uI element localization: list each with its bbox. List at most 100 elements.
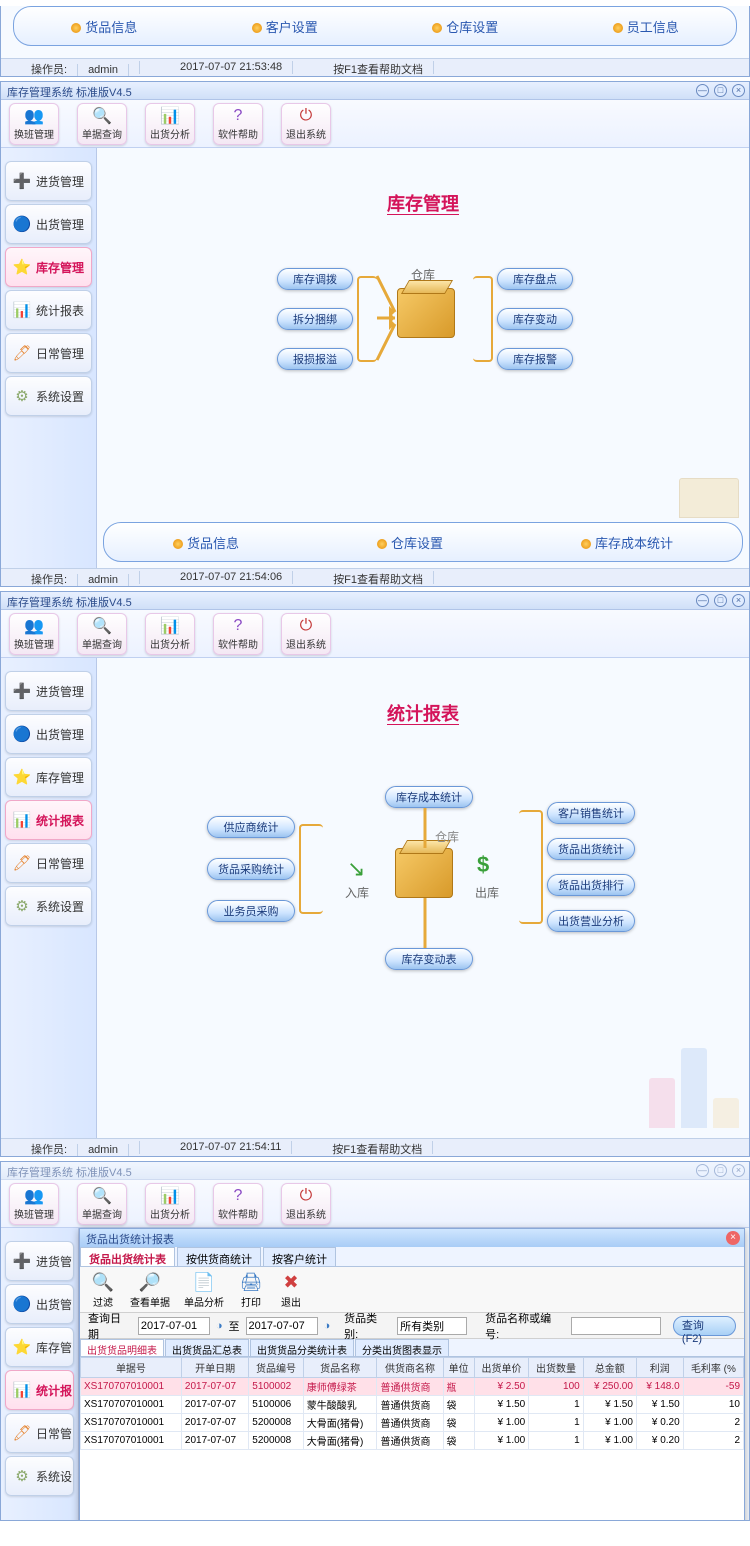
toolbar-help-button[interactable]: ?软件帮助 — [213, 613, 263, 655]
maximize-button[interactable]: □ — [714, 1164, 727, 1177]
column-header[interactable]: 总金额 — [583, 1358, 636, 1378]
table-row[interactable]: XS1707070100012017-07-075200008大骨面(猪骨)普通… — [81, 1432, 744, 1450]
toolbar-query-button[interactable]: 🔍单据查询 — [77, 613, 127, 655]
pill-customer-sales-stats[interactable]: 客户销售统计 — [547, 802, 635, 824]
pill-goods-ship-stats[interactable]: 货品出货统计 — [547, 838, 635, 860]
sidebar-item-ship[interactable]: 🔵出货管理 — [5, 714, 92, 754]
toolbar-exit-button[interactable]: ⏻退出系统 — [281, 1183, 331, 1225]
toolbar-shift-button[interactable]: 👥换班管理 — [9, 103, 59, 145]
purchase-icon: ➕ — [12, 171, 32, 191]
subtab-1[interactable]: 出货货品汇总表 — [165, 1339, 249, 1356]
toolbar-shift-button[interactable]: 👥换班管理 — [9, 1183, 59, 1225]
pill-loss-overflow[interactable]: 报损报溢 — [277, 348, 353, 370]
toolbar-query-button[interactable]: 🔍单据查询 — [77, 1183, 127, 1225]
toolbar-exit-button[interactable]: ⏻退出系统 — [281, 103, 331, 145]
close-button[interactable]: × — [732, 84, 745, 97]
link-goods-info[interactable]: 货品信息 — [173, 533, 239, 552]
name-input[interactable] — [571, 1317, 661, 1335]
sidebar-item-stock[interactable]: ⭐库存管 — [5, 1327, 74, 1367]
link-employee-info[interactable]: 员工信息 — [613, 17, 679, 36]
dialog-tool-view[interactable]: 🔎查看单据 — [130, 1270, 170, 1309]
dialog-tool-single[interactable]: 📄单品分析 — [184, 1270, 224, 1309]
table-row[interactable]: XS1707070100012017-07-075100006蒙牛酸酸乳普通供货… — [81, 1396, 744, 1414]
column-header[interactable]: 货品名称 — [303, 1358, 377, 1378]
toolbar-help-button[interactable]: ?软件帮助 — [213, 1183, 263, 1225]
link-goods-info[interactable]: 货品信息 — [71, 17, 137, 36]
sidebar-item-stock[interactable]: ⭐库存管理 — [5, 247, 92, 287]
toolbar-ship-button[interactable]: 📊出货分析 — [145, 613, 195, 655]
column-header[interactable]: 供货商名称 — [377, 1358, 443, 1378]
date-from-input[interactable] — [138, 1317, 210, 1335]
pill-split-bundle[interactable]: 拆分捆绑 — [277, 308, 353, 330]
sidebar-item-ship[interactable]: 🔵出货管 — [5, 1284, 74, 1324]
dialog-tool-print[interactable]: 🖨打印 — [238, 1270, 264, 1309]
link-stock-cost-stats[interactable]: 库存成本统计 — [581, 533, 673, 552]
pill-goods-ship-rank[interactable]: 货品出货排行 — [547, 874, 635, 896]
sidebar-item-settings[interactable]: ⚙系统设 — [5, 1456, 74, 1496]
sidebar-item-daily[interactable]: 🖊日常管理 — [5, 843, 92, 883]
dialog-tab-0[interactable]: 货品出货统计表 — [80, 1247, 175, 1266]
pill-ship-revenue-analysis[interactable]: 出货营业分析 — [547, 910, 635, 932]
column-header[interactable]: 出货数量 — [529, 1358, 583, 1378]
sidebar-item-stock[interactable]: ⭐库存管理 — [5, 757, 92, 797]
pill-stock-transfer[interactable]: 库存调拨 — [277, 268, 353, 290]
pill-stock-check[interactable]: 库存盘点 — [497, 268, 573, 290]
sidebar-item-ship[interactable]: 🔵出货管理 — [5, 204, 92, 244]
sidebar-item-settings[interactable]: ⚙系统设置 — [5, 886, 92, 926]
column-header[interactable]: 开单日期 — [181, 1358, 248, 1378]
pill-stock-change[interactable]: 库存变动 — [497, 308, 573, 330]
toolbar-shift-button[interactable]: 👥换班管理 — [9, 613, 59, 655]
minimize-button[interactable]: — — [696, 1164, 709, 1177]
toolbar-exit-button[interactable]: ⏻退出系统 — [281, 613, 331, 655]
pill-purchase-stats[interactable]: 货品采购统计 — [207, 858, 295, 880]
sidebar-item-purchase[interactable]: ➕进货管 — [5, 1241, 74, 1281]
query-button[interactable]: 查询 (F2) — [673, 1316, 736, 1336]
subtab-0[interactable]: 出货货品明细表 — [80, 1339, 164, 1356]
link-warehouse-settings[interactable]: 仓库设置 — [432, 17, 498, 36]
column-header[interactable]: 单位 — [443, 1358, 474, 1378]
dialog-tool-filter[interactable]: 🔍过滤 — [90, 1270, 116, 1309]
toolbar-ship-button[interactable]: 📊出货分析 — [145, 103, 195, 145]
sidebar-item-purchase[interactable]: ➕进货管理 — [5, 671, 92, 711]
pill-stock-alarm[interactable]: 库存报警 — [497, 348, 573, 370]
minimize-button[interactable]: — — [696, 594, 709, 607]
date-from-picker-icon[interactable]: ◑ — [216, 1320, 223, 1332]
column-header[interactable]: 出货单价 — [474, 1358, 528, 1378]
toolbar-ship-button[interactable]: 📊出货分析 — [145, 1183, 195, 1225]
subtab-3[interactable]: 分类出货图表显示 — [355, 1339, 449, 1356]
sidebar-item-report[interactable]: 📊统计报表 — [5, 290, 92, 330]
sidebar-item-purchase[interactable]: ➕进货管理 — [5, 161, 92, 201]
dialog-tab-2[interactable]: 按客户统计 — [263, 1247, 336, 1266]
maximize-button[interactable]: □ — [714, 594, 727, 607]
sidebar-item-report[interactable]: 📊统计报表 — [5, 800, 92, 840]
dialog-tool-exit[interactable]: ✖退出 — [278, 1270, 304, 1309]
subtab-2[interactable]: 出货货品分类统计表 — [250, 1339, 354, 1356]
table-row[interactable]: XS1707070100012017-07-075200008大骨面(猪骨)普通… — [81, 1414, 744, 1432]
sidebar-item-daily[interactable]: 🖊日常管理 — [5, 333, 92, 373]
sidebar-item-daily[interactable]: 🖊日常管 — [5, 1413, 74, 1453]
column-header[interactable]: 单据号 — [81, 1358, 182, 1378]
date-to-input[interactable] — [246, 1317, 318, 1335]
toolbar-help-button[interactable]: ?软件帮助 — [213, 103, 263, 145]
pill-salesman-purchase[interactable]: 业务员采购 — [207, 900, 295, 922]
column-header[interactable]: 货品编号 — [249, 1358, 303, 1378]
minimize-button[interactable]: — — [696, 84, 709, 97]
dialog-close-button[interactable]: × — [726, 1231, 740, 1245]
maximize-button[interactable]: □ — [714, 84, 727, 97]
pill-stock-change-table[interactable]: 库存变动表 — [385, 948, 473, 970]
sidebar-item-report[interactable]: 📊统计报 — [5, 1370, 74, 1410]
pill-supplier-stats[interactable]: 供应商统计 — [207, 816, 295, 838]
link-customer-settings[interactable]: 客户设置 — [252, 17, 318, 36]
link-warehouse-settings[interactable]: 仓库设置 — [377, 533, 443, 552]
toolbar-query-button[interactable]: 🔍单据查询 — [77, 103, 127, 145]
pill-stock-cost-stats[interactable]: 库存成本统计 — [385, 786, 473, 808]
column-header[interactable]: 毛利率 (% — [683, 1358, 743, 1378]
sidebar-item-settings[interactable]: ⚙系统设置 — [5, 376, 92, 416]
column-header[interactable]: 利润 — [636, 1358, 683, 1378]
date-to-picker-icon[interactable]: ◑ — [324, 1320, 331, 1332]
close-button[interactable]: × — [732, 594, 745, 607]
close-button[interactable]: × — [732, 1164, 745, 1177]
category-input[interactable] — [397, 1317, 467, 1335]
dialog-tab-1[interactable]: 按供货商统计 — [177, 1247, 261, 1266]
table-row[interactable]: XS1707070100012017-07-075100002康师傅绿茶普通供货… — [81, 1378, 744, 1396]
